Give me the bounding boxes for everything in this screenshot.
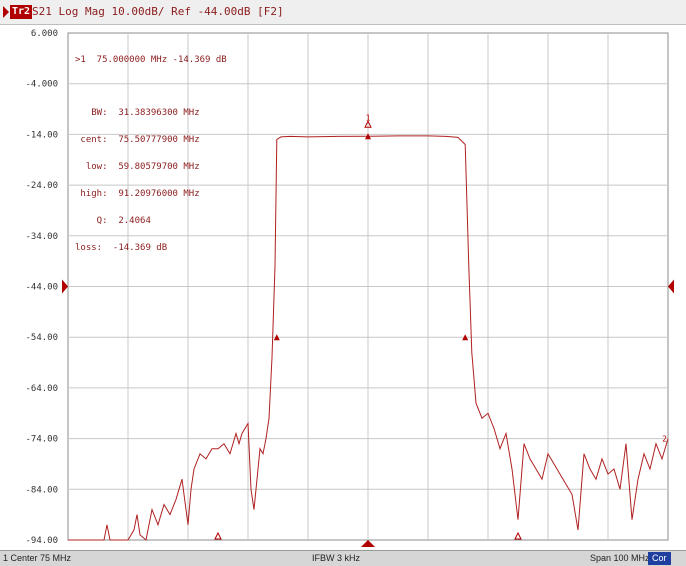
bandwidth-marker-icon xyxy=(273,334,280,341)
trace-header: Tr2 S21 Log Mag 10.00dB/ Ref -44.00dB [F… xyxy=(0,0,686,25)
trace-format-info[interactable]: S21 Log Mag 10.00dB/ Ref -44.00dB [F2] xyxy=(32,5,284,18)
span-frequency[interactable]: Span 100 MHz xyxy=(590,553,650,563)
y-tick-label: -4.000 xyxy=(25,80,58,90)
marker-value: >1 75.000000 MHz -14.369 dB xyxy=(75,55,227,65)
correction-badge[interactable]: Cor xyxy=(648,552,671,565)
y-tick-label: -84.00 xyxy=(25,485,58,495)
loss-stat: loss: -14.369 dB xyxy=(75,243,168,253)
status-bar: 1 Center 75 MHz IFBW 3 kHz Span 100 MHz … xyxy=(0,550,686,566)
right-marker-label: 2 xyxy=(662,435,667,444)
trace-label: Tr2 xyxy=(10,5,33,19)
y-tick-label: -64.00 xyxy=(25,384,58,394)
bw-stat: BW: 31.38396300 MHz xyxy=(75,108,200,118)
stimulus-marker-left-icon xyxy=(214,531,222,540)
center-stimulus-arrow-icon xyxy=(361,540,375,547)
plot-area[interactable]: 6.000 -4.000 -14.00 -24.00 -34.00 -44.00 -54.0… xyxy=(0,0,686,550)
y-tick-label: -14.00 xyxy=(25,130,58,140)
marker-1-outline-icon xyxy=(364,120,372,128)
active-trace-arrow-icon xyxy=(3,6,9,18)
marker-readout: >1 75.000000 MHz -14.369 dB BW: 31.38396… xyxy=(75,38,227,271)
y-tick-label: -74.00 xyxy=(25,435,58,445)
y-tick-label: -24.00 xyxy=(25,181,58,191)
y-tick-label: 6.000 xyxy=(31,29,58,39)
stimulus-marker-right-icon xyxy=(514,531,522,540)
trace-line xyxy=(68,135,669,541)
center-stat: cent: 75.50777900 MHz xyxy=(75,135,200,145)
q-stat: Q: 2.4064 xyxy=(75,216,151,226)
y-tick-label: -34.00 xyxy=(25,232,58,242)
y-tick-label: -94.00 xyxy=(25,536,58,546)
low-stat: low: 59.80579700 MHz xyxy=(75,162,200,172)
y-tick-label: -54.00 xyxy=(25,333,58,343)
bandwidth-marker-icon xyxy=(462,334,469,341)
reference-level-left-arrow-icon xyxy=(62,279,68,294)
high-stat: high: 91.20976000 MHz xyxy=(75,189,200,199)
marker-1-label: 1 xyxy=(366,113,371,122)
center-frequency[interactable]: 1 Center 75 MHz xyxy=(3,553,72,563)
trace-tag[interactable]: Tr2 xyxy=(3,5,33,19)
if-bandwidth[interactable]: IFBW 3 kHz xyxy=(312,553,361,563)
y-tick-label: -44.00 xyxy=(25,283,58,293)
marker-1-icon xyxy=(365,133,371,140)
reference-level-right-arrow-icon xyxy=(668,279,674,294)
